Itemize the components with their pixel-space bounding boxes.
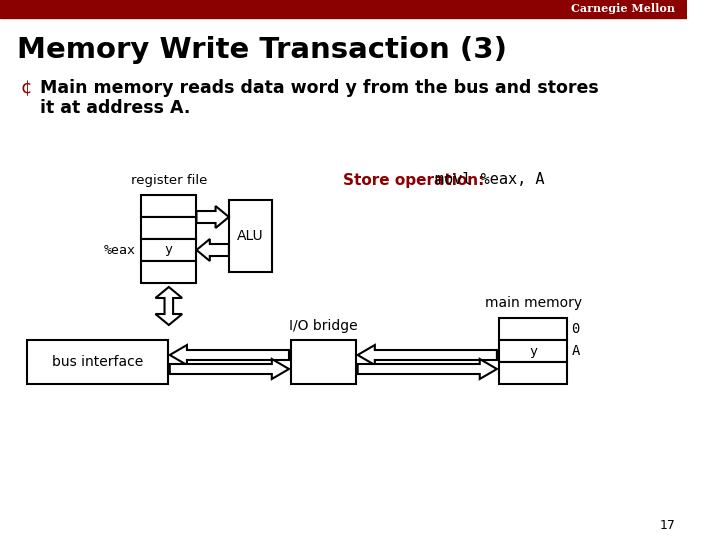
Text: Main memory reads data word y from the bus and stores: Main memory reads data word y from the b… bbox=[40, 79, 599, 97]
Bar bbox=[141, 239, 197, 261]
Text: I/O bridge: I/O bridge bbox=[289, 319, 358, 333]
Text: %eax: %eax bbox=[104, 244, 135, 256]
Text: ALU: ALU bbox=[237, 229, 264, 243]
Polygon shape bbox=[197, 239, 229, 261]
Bar bbox=[229, 200, 272, 272]
Text: bus interface: bus interface bbox=[52, 355, 143, 369]
Polygon shape bbox=[170, 345, 289, 365]
Text: movl %eax, A: movl %eax, A bbox=[435, 172, 544, 187]
Text: it at address A.: it at address A. bbox=[40, 99, 190, 117]
Polygon shape bbox=[358, 359, 497, 379]
Bar bbox=[141, 217, 197, 239]
Text: register file: register file bbox=[130, 174, 207, 187]
Text: 17: 17 bbox=[660, 519, 675, 532]
Bar bbox=[499, 318, 567, 340]
Text: ¢: ¢ bbox=[21, 79, 32, 97]
Bar bbox=[141, 261, 197, 283]
Bar bbox=[141, 195, 197, 217]
Text: Memory Write Transaction (3): Memory Write Transaction (3) bbox=[17, 36, 507, 64]
Text: y: y bbox=[529, 345, 537, 357]
Bar bbox=[27, 340, 168, 384]
Bar bbox=[291, 340, 356, 384]
Text: main memory: main memory bbox=[485, 296, 582, 310]
Polygon shape bbox=[170, 359, 289, 379]
Polygon shape bbox=[358, 345, 497, 365]
Text: A: A bbox=[571, 344, 580, 358]
Bar bbox=[0, 0, 687, 18]
Text: 0: 0 bbox=[571, 322, 580, 336]
Bar bbox=[499, 362, 567, 384]
Text: Store operation:: Store operation: bbox=[343, 172, 485, 187]
Text: y: y bbox=[165, 244, 173, 256]
Polygon shape bbox=[156, 287, 182, 325]
Polygon shape bbox=[197, 206, 229, 228]
Bar bbox=[499, 340, 567, 362]
Text: Carnegie Mellon: Carnegie Mellon bbox=[571, 3, 675, 15]
